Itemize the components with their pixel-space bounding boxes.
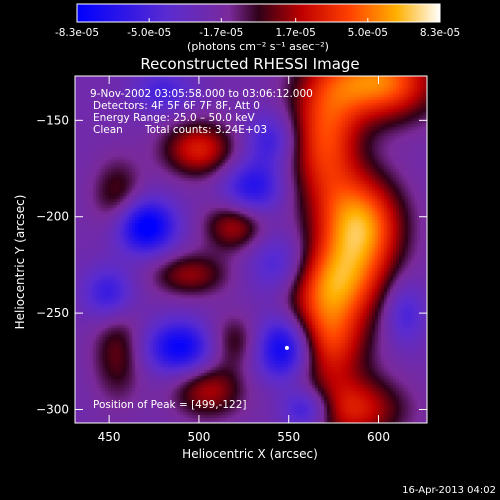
colorbar-ticks: -8.3e-05 -5.0e-05 -1.7e-05 1.7e-05 5.0e-05 8.… <box>55 18 460 39</box>
min-marker-dot <box>284 345 289 350</box>
colorbar-tick-label: 8.3e-05 <box>420 27 460 39</box>
colorbar-tick-label: 1.7e-05 <box>276 27 316 39</box>
chart-title: Reconstructed RHESSI Image <box>140 55 359 73</box>
heatmap-canvas-holder <box>75 76 427 423</box>
annotation-energy-range: Energy Range: 25.0 – 50.0 keV <box>93 112 255 124</box>
heatmap-plot: 450 500 550 600 −150 −200 −250 −300 <box>36 75 428 444</box>
y-tick-label: −250 <box>36 306 69 320</box>
minimum-marker <box>284 345 289 350</box>
colorbar-unit-label: (photons cm⁻² s⁻¹ asec⁻²) <box>187 40 329 53</box>
colorbar-gradient <box>76 3 441 23</box>
colorbar-tick-label: 5.0e-05 <box>348 27 388 39</box>
colorbar-tick-label: -1.7e-05 <box>199 27 243 39</box>
heatmap-image <box>75 76 427 423</box>
annotation-detectors: Detectors: 4F 5F 6F 7F 8F, Att 0 <box>93 100 260 112</box>
x-tick-label: 600 <box>367 430 390 444</box>
axis-ticks: 450 500 550 600 −150 −200 −250 −300 <box>36 76 427 444</box>
colorbar: -8.3e-05 -5.0e-05 -1.7e-05 1.7e-05 5.0e-05 8.… <box>55 3 460 53</box>
annotation-peak-position: Position of Peak = [499,-122] <box>93 399 247 411</box>
annotations: 9-Nov-2002 03:05:58.000 to 03:06:12.000 … <box>90 88 313 411</box>
colorbar-tick-label: -5.0e-05 <box>127 27 171 39</box>
annotation-time-range: 9-Nov-2002 03:05:58.000 to 03:06:12.000 <box>90 88 313 100</box>
x-tick-label: 450 <box>98 430 121 444</box>
x-tick-label: 500 <box>187 430 210 444</box>
annotation-total-counts: Total counts: 3.24E+03 <box>144 124 267 136</box>
y-axis-label: Heliocentric Y (arcsec) <box>13 195 27 330</box>
colorbar-tick-label: -8.3e-05 <box>55 27 99 39</box>
y-tick-label: −300 <box>36 403 69 417</box>
annotation-algorithm: Clean <box>93 124 123 136</box>
x-tick-label: 550 <box>277 430 300 444</box>
x-axis-label: Heliocentric X (arcsec) <box>182 447 318 461</box>
plot-frame <box>74 75 428 424</box>
y-tick-label: −150 <box>36 113 69 127</box>
timestamp: 16-Apr-2013 04:02 <box>402 485 496 496</box>
y-tick-label: −200 <box>36 210 69 224</box>
